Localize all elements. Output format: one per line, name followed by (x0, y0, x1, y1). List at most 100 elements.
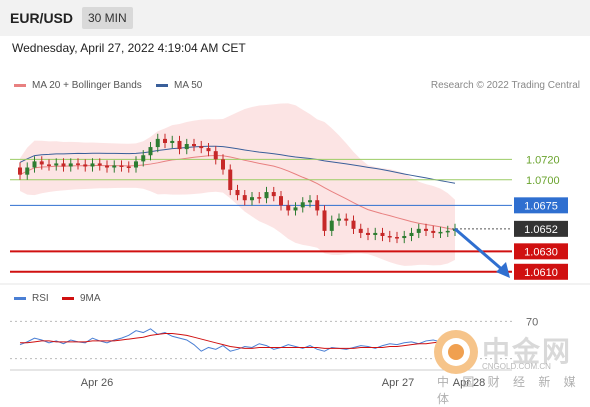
watermark-cn: 中金网 (482, 336, 573, 367)
candle-body (358, 228, 363, 233)
legend-ma50: MA 50 (156, 80, 202, 91)
candle-body (32, 161, 37, 168)
watermark-sub: 中 国 财 经 新 媒 体 (437, 375, 581, 406)
legend-ma20: MA 20 + Bollinger Bands (14, 80, 142, 91)
rsi-level-label: 70 (526, 316, 538, 328)
level-label-1.0630: 1.0630 (524, 246, 558, 258)
currency-pair-title: EUR/USD (10, 10, 74, 26)
candle-body (119, 165, 124, 167)
candle-body (90, 163, 95, 167)
research-credit: Research © 2022 Trading Central (430, 80, 580, 91)
level-label-1.0610: 1.0610 (524, 267, 558, 279)
x-tick-label: Apr 27 (382, 377, 414, 389)
candle-body (271, 192, 276, 197)
candle-body (177, 140, 182, 150)
candle-body (308, 200, 312, 203)
candle-body (206, 148, 211, 152)
candle-body (322, 210, 327, 231)
candle-body (438, 231, 443, 234)
level-label-1.0720: 1.0720 (526, 154, 560, 166)
candle-body (163, 138, 167, 143)
candle-body (68, 163, 73, 167)
forecast-arrow-shaft (454, 227, 506, 274)
candle-body (39, 161, 44, 165)
candle-body (300, 202, 305, 208)
rsi-swatch (14, 296, 26, 300)
candle-body (344, 218, 349, 221)
candle-body (25, 167, 30, 175)
candle-body (184, 144, 189, 150)
x-tick-label: Apr 28 (453, 377, 485, 389)
candle-body (395, 237, 399, 239)
candle-body (105, 165, 109, 168)
forecast-arrow-head (496, 262, 510, 278)
candle-body (424, 228, 428, 231)
timestamp: Wednesday, April 27, 2022 4:19:04 AM CET (12, 41, 246, 55)
candle-body (402, 236, 407, 239)
legend-9ma: 9MA (62, 293, 101, 304)
candle-body (213, 151, 218, 160)
candle-body (155, 138, 160, 148)
candle-body (97, 163, 102, 166)
candle-body (76, 163, 80, 165)
level-label-1.0675: 1.0675 (524, 200, 558, 212)
ma9-label: 9MA (80, 293, 101, 304)
rsi-ma-line (20, 332, 456, 349)
ma9-swatch (62, 296, 74, 300)
level-tag-1.0630 (514, 243, 568, 260)
candle-body (409, 232, 414, 236)
candle-body (235, 190, 240, 196)
candle-body (54, 163, 59, 166)
candle-body (315, 200, 320, 211)
candle-body (61, 163, 66, 167)
candle-body (112, 165, 117, 168)
candle-body (250, 197, 254, 201)
last-price-label: 1.0652 (524, 224, 558, 236)
candle-body (192, 144, 196, 147)
header-bar: EUR/USD 30 MIN (0, 0, 590, 36)
last-price-tag (514, 220, 568, 237)
candle-body (264, 192, 269, 199)
candle-body (148, 147, 153, 156)
candle-body (351, 220, 356, 229)
timeframe-badge[interactable]: 30 MIN (82, 7, 133, 29)
candle-body (286, 205, 291, 211)
candle-body (18, 167, 22, 175)
watermark-url: CNGOLD.COM.CN (482, 362, 551, 371)
candle-body (373, 232, 378, 235)
level-tag-1.0675 (514, 197, 568, 214)
candle-body (47, 164, 51, 166)
rsi-line (19, 328, 456, 352)
candle-body (126, 166, 131, 168)
level-tag-1.0610 (514, 263, 568, 280)
candle-body (329, 220, 334, 231)
level-label-1.0700: 1.0700 (526, 175, 560, 187)
cngold-logo-watermark (434, 330, 478, 374)
candle-body (257, 197, 262, 199)
candle-body (387, 236, 392, 238)
candle-body (431, 230, 436, 233)
candle-body (170, 140, 175, 143)
x-tick-label: Apr 26 (81, 377, 113, 389)
rsi-label: RSI (32, 293, 49, 304)
candle-body (445, 230, 450, 233)
candle-body (279, 196, 283, 206)
legend-rsi: RSI (14, 293, 49, 304)
candle-body (242, 195, 247, 201)
candle-body (228, 169, 233, 190)
candle-body (293, 207, 298, 211)
ma20-swatch (14, 83, 26, 87)
candle-body (221, 159, 225, 170)
ma20-label: MA 20 + Bollinger Bands (32, 80, 142, 91)
ma50-label: MA 50 (174, 80, 203, 91)
candle-body (380, 232, 385, 236)
candle-body (83, 164, 88, 167)
candle-body (199, 146, 204, 149)
ma50-swatch (156, 83, 168, 87)
candle-body (134, 161, 138, 168)
candle-body (141, 155, 146, 162)
candle-body (366, 232, 370, 235)
candle-body (337, 218, 341, 221)
ma50-line (19, 145, 456, 184)
